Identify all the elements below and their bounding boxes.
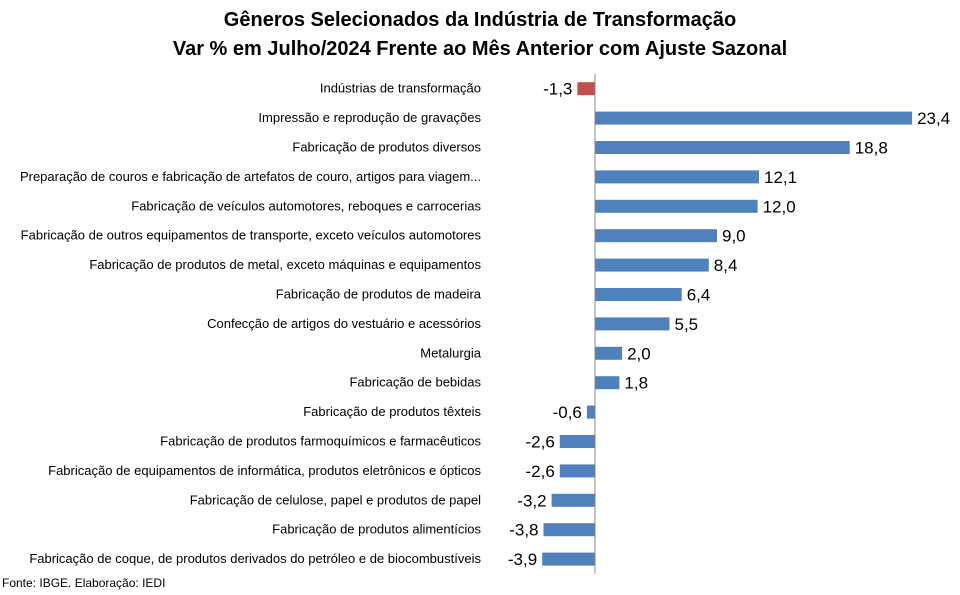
chart-title-block: Gêneros Selecionados da Indústria de Tra… bbox=[0, 6, 960, 64]
bar bbox=[595, 288, 682, 301]
bar bbox=[586, 405, 595, 419]
bar bbox=[559, 464, 595, 478]
data-label: -0,6 bbox=[553, 403, 582, 422]
data-label: -3,2 bbox=[517, 491, 546, 510]
bar bbox=[577, 82, 595, 96]
data-label: 1,8 bbox=[624, 374, 648, 393]
chart-subtitle: Var % em Julho/2024 Frente ao Mês Anteri… bbox=[172, 38, 788, 60]
bar bbox=[595, 111, 913, 125]
bar bbox=[595, 317, 670, 331]
category-label: Fabricação de equipamentos de informátic… bbox=[48, 463, 481, 478]
bar bbox=[595, 141, 850, 154]
data-label: -2,6 bbox=[526, 462, 555, 481]
data-label: 5,5 bbox=[675, 315, 699, 334]
category-label: Fabricação de produtos diversos bbox=[292, 140, 481, 155]
data-label: 23,4 bbox=[917, 109, 950, 128]
category-label: Confecção de artigos do vestuário e aces… bbox=[207, 316, 481, 331]
data-label: -3,9 bbox=[508, 550, 537, 569]
chart-title: Gêneros Selecionados da Indústria de Tra… bbox=[223, 9, 737, 31]
data-label: 6,4 bbox=[687, 286, 711, 305]
category-label: Fabricação de veículos automotores, rebo… bbox=[131, 198, 481, 213]
bar bbox=[542, 552, 595, 566]
category-label: Metalurgia bbox=[420, 345, 481, 360]
data-label: -1,3 bbox=[543, 80, 572, 99]
bar bbox=[595, 199, 758, 213]
category-label: Fabricação de produtos de metal, exceto … bbox=[89, 257, 481, 272]
data-label: 8,4 bbox=[714, 256, 738, 275]
bar bbox=[551, 493, 595, 507]
bar bbox=[595, 229, 717, 243]
category-label: Fabricação de bebidas bbox=[349, 375, 481, 390]
bar bbox=[595, 170, 759, 184]
category-label: Fabricação de produtos alimentícios bbox=[272, 522, 481, 537]
data-label: -3,8 bbox=[509, 521, 538, 540]
bar bbox=[559, 435, 595, 448]
bar bbox=[595, 376, 620, 390]
bar bbox=[543, 523, 595, 537]
source-note: Fonte: IBGE. Elaboração: IEDI bbox=[2, 576, 166, 590]
bar-chart: Indústrias de transformação -1,3 Impressão… bbox=[20, 74, 950, 574]
data-label: 12,1 bbox=[764, 168, 797, 187]
data-label: 12,0 bbox=[763, 197, 796, 216]
category-label: Indústrias de transformação bbox=[320, 81, 481, 96]
category-label: Fabricação de produtos têxteis bbox=[303, 404, 481, 419]
bar bbox=[595, 258, 709, 272]
category-label: Fabricação de produtos de madeira bbox=[276, 287, 482, 302]
bar bbox=[595, 346, 623, 360]
category-label: Fabricação de produtos farmoquímicos e f… bbox=[160, 434, 481, 449]
data-label: 18,8 bbox=[855, 139, 888, 158]
data-label: 9,0 bbox=[722, 227, 746, 246]
category-label: Fabricação de celulose, papel e produtos… bbox=[190, 492, 481, 507]
data-label: 2,0 bbox=[627, 344, 651, 363]
category-label: Impressão e reprodução de gravações bbox=[258, 110, 481, 125]
category-label: Fabricação de coque, de produtos derivad… bbox=[29, 551, 481, 566]
category-label: Preparação de couros e fabricação de art… bbox=[20, 169, 481, 184]
data-label: -2,6 bbox=[526, 433, 555, 452]
category-label: Fabricação de outros equipamentos de tra… bbox=[21, 228, 482, 243]
